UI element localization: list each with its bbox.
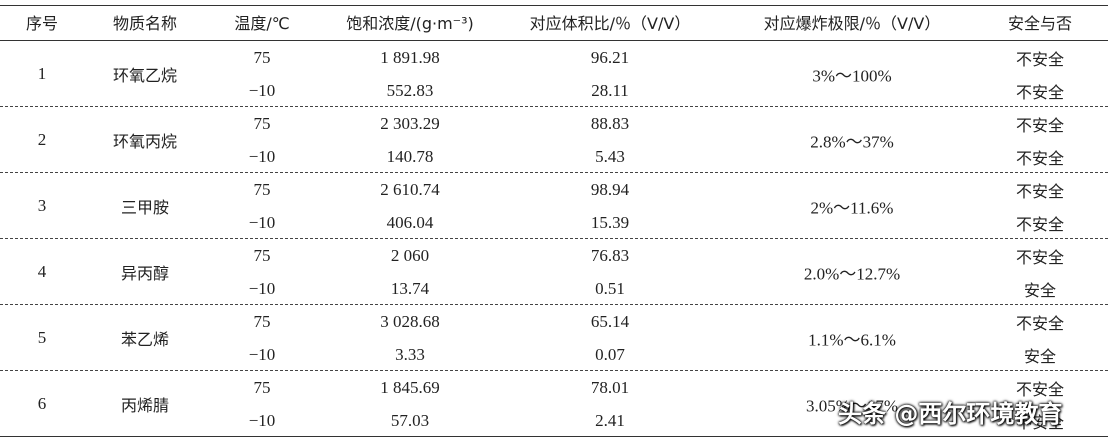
safety: 不安全 — [1015, 50, 1065, 69]
safety: 不安全 — [1015, 314, 1065, 333]
safety: 不安全 — [1015, 149, 1065, 168]
header-cell: 序号 — [25, 14, 59, 33]
concentration: 406.04 — [386, 213, 434, 232]
group-divider — [0, 370, 1108, 371]
safety: 不安全 — [1015, 182, 1065, 201]
volume-ratio: 28.11 — [591, 81, 629, 100]
temperature: −10 — [248, 279, 276, 298]
temperature: −10 — [248, 411, 276, 430]
volume-ratio: 78.01 — [590, 378, 630, 397]
safety: 安全 — [1023, 281, 1057, 300]
volume-ratio: 65.14 — [590, 312, 630, 331]
row-number: 1 — [37, 64, 47, 83]
concentration: 140.78 — [386, 147, 434, 166]
safety: 不安全 — [1015, 215, 1065, 234]
concentration: 1 845.69 — [380, 378, 440, 397]
header-cell: 温度/℃ — [234, 14, 290, 33]
concentration: 57.03 — [390, 411, 430, 430]
volume-ratio: 5.43 — [595, 147, 625, 166]
substance-name: 三甲胺 — [120, 198, 170, 217]
bottom-rule — [0, 436, 1108, 437]
volume-ratio: 76.83 — [590, 246, 630, 265]
volume-ratio: 0.51 — [595, 279, 625, 298]
row-number: 3 — [37, 196, 47, 215]
volume-ratio: 0.07 — [595, 345, 625, 364]
safety: 不安全 — [1015, 413, 1065, 432]
header-cell: 对应爆炸极限/％（V/V） — [763, 14, 941, 33]
temperature: −10 — [248, 147, 276, 166]
temperature: 75 — [253, 246, 271, 265]
temperature: 75 — [253, 378, 271, 397]
volume-ratio: 88.83 — [590, 114, 630, 133]
explosion-limit: 2.8%～37% — [810, 132, 894, 152]
safety: 不安全 — [1015, 380, 1065, 399]
substance-name: 丙烯腈 — [120, 396, 170, 415]
concentration: 3.33 — [395, 345, 425, 364]
explosion-limit: 1.1%～6.1% — [808, 330, 896, 350]
header-cell: 对应体积比/％（V/V） — [529, 14, 691, 33]
row-number: 4 — [37, 262, 47, 281]
volume-ratio: 2.41 — [595, 411, 625, 430]
explosion-limit: 2%～11.6% — [810, 198, 894, 218]
row-number: 5 — [37, 328, 47, 347]
safety: 不安全 — [1015, 248, 1065, 267]
concentration: 13.74 — [390, 279, 430, 298]
concentration: 2 303.29 — [380, 114, 440, 133]
substance-name: 环氧丙烷 — [112, 132, 178, 151]
temperature: 75 — [253, 312, 271, 331]
temperature: 75 — [253, 114, 271, 133]
temperature: 75 — [253, 180, 271, 199]
concentration: 2 060 — [390, 246, 430, 265]
substance-name: 异丙醇 — [120, 264, 170, 283]
concentration: 3 028.68 — [380, 312, 440, 331]
volume-ratio: 96.21 — [590, 48, 630, 67]
top-rule — [0, 5, 1108, 6]
temperature: −10 — [248, 345, 276, 364]
row-number: 2 — [37, 130, 47, 149]
temperature: −10 — [248, 213, 276, 232]
volume-ratio: 98.94 — [590, 180, 630, 199]
safety: 不安全 — [1015, 83, 1065, 102]
concentration: 552.83 — [386, 81, 434, 100]
safety: 安全 — [1023, 347, 1057, 366]
header-cell: 物质名称 — [112, 14, 178, 33]
concentration: 2 610.74 — [380, 180, 440, 199]
group-divider — [0, 172, 1108, 173]
header-cell: 安全与否 — [1007, 14, 1073, 33]
group-divider — [0, 304, 1108, 305]
safety: 不安全 — [1015, 116, 1065, 135]
temperature: 75 — [253, 48, 271, 67]
group-divider — [0, 238, 1108, 239]
group-divider — [0, 106, 1108, 107]
substance-name: 苯乙烯 — [120, 330, 170, 349]
explosion-limit: 3%～100% — [812, 66, 892, 86]
substance-name: 环氧乙烷 — [112, 66, 178, 85]
explosion-limit: 2.0%～12.7% — [803, 264, 901, 284]
watermark: 头条 @西尔环境教育 — [838, 400, 1063, 428]
temperature: −10 — [248, 81, 276, 100]
header-rule — [0, 40, 1108, 41]
header-cell: 饱和浓度/(g·m⁻³) — [346, 14, 474, 33]
concentration: 1 891.98 — [380, 48, 440, 67]
volume-ratio: 15.39 — [590, 213, 630, 232]
row-number: 6 — [37, 394, 47, 413]
explosion-limit: 3.05%～17% — [805, 396, 899, 416]
